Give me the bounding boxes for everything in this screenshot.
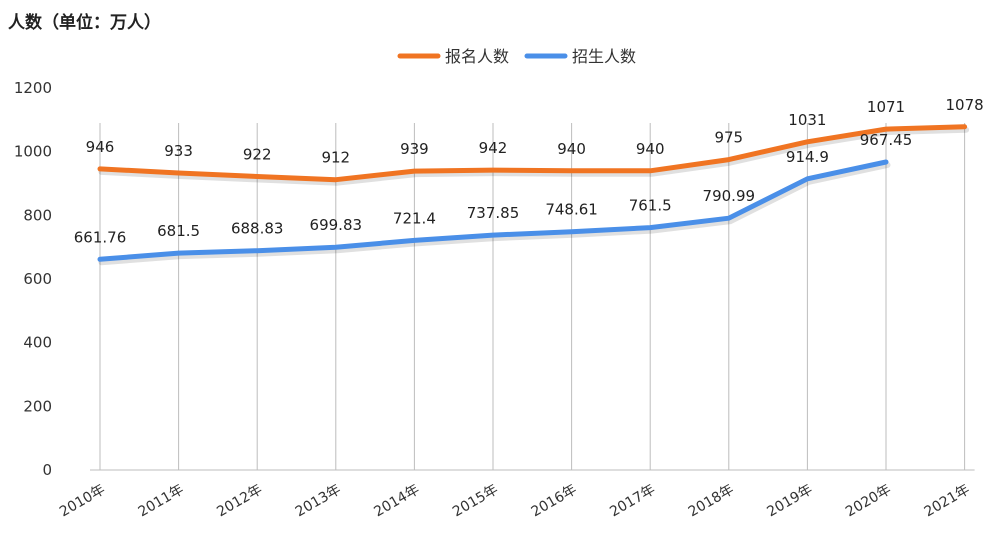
x-tick-label: 2016年 — [529, 482, 580, 521]
y-tick-label: 400 — [23, 334, 52, 352]
data-label: 737.85 — [467, 204, 520, 222]
y-tick-label: 200 — [23, 397, 52, 415]
data-label: 681.5 — [157, 222, 200, 240]
data-label: 1031 — [788, 111, 826, 129]
data-label: 761.5 — [629, 197, 672, 215]
data-label: 1078 — [946, 96, 984, 114]
data-label: 933 — [164, 142, 193, 160]
data-label: 699.83 — [310, 216, 363, 234]
unit-label: 人数（单位：万人） — [8, 13, 161, 33]
data-label: 940 — [636, 140, 665, 158]
data-label: 721.4 — [393, 209, 436, 227]
data-label: 688.83 — [231, 220, 284, 238]
data-label: 914.9 — [786, 148, 829, 166]
data-label: 1071 — [867, 98, 905, 116]
x-tick-label: 2018年 — [686, 482, 737, 521]
data-label: 661.76 — [74, 228, 127, 246]
data-label: 946 — [86, 138, 115, 156]
series-line-applicants — [97, 124, 968, 183]
data-label: 975 — [714, 129, 743, 147]
x-tick-label: 2010年 — [57, 482, 108, 521]
legend-label: 报名人数 — [445, 47, 509, 66]
data-label: 922 — [243, 145, 272, 163]
x-tick-label: 2017年 — [607, 482, 658, 521]
x-tick-label: 2020年 — [843, 482, 894, 521]
data-label: 912 — [321, 149, 350, 167]
x-tick-label: 2012年 — [214, 482, 265, 521]
x-tick-label: 2021年 — [922, 482, 973, 521]
data-label: 967.45 — [860, 131, 913, 149]
legend-label: 招生人数 — [572, 47, 636, 66]
y-tick-label: 0 — [42, 461, 52, 479]
x-tick-label: 2014年 — [371, 482, 422, 521]
x-tick-label: 2015年 — [450, 482, 501, 521]
data-label: 939 — [400, 140, 429, 158]
data-label: 942 — [479, 139, 508, 157]
y-tick-label: 800 — [23, 206, 52, 224]
y-tick-label: 1000 — [14, 143, 52, 161]
x-tick-label: 2019年 — [764, 482, 815, 521]
data-label: 748.61 — [545, 201, 598, 219]
data-label: 790.99 — [703, 187, 756, 205]
y-tick-label: 600 — [23, 270, 52, 288]
x-tick-label: 2013年 — [293, 482, 344, 521]
series-line-shadow — [98, 162, 891, 266]
data-label: 940 — [557, 140, 586, 158]
series-line-admissions — [97, 159, 889, 262]
x-tick-label: 2011年 — [136, 482, 187, 521]
series-line-shadow — [98, 126, 970, 186]
y-tick-label: 1200 — [14, 79, 52, 97]
